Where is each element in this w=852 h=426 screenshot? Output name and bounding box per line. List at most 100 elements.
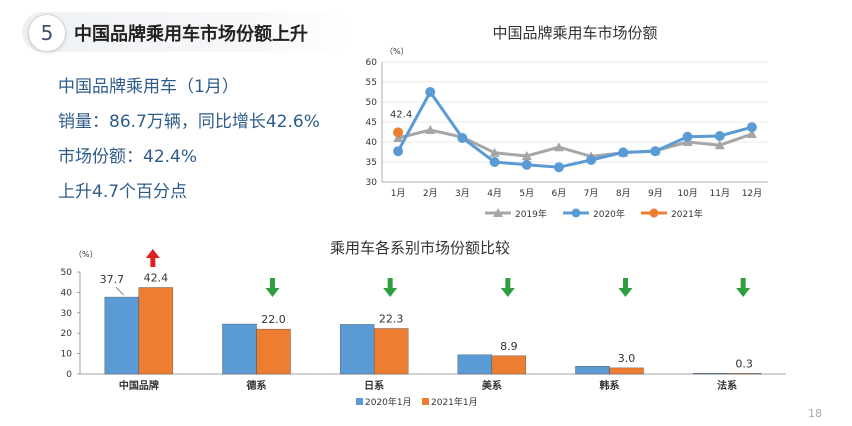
line-chart-ytick: 40 [366,138,378,148]
title-bar [22,12,352,52]
page-number: 18 [808,407,822,420]
line-point-2020年 [586,155,597,165]
bar-legend-swatch [422,398,429,405]
bar-chart-title: 乘用车各系别市场份额比较 [330,239,510,257]
bar-data-label: 37.7 [100,273,125,286]
slide-number: 5 [40,21,54,45]
info-line-sales: 销量：86.7万辆，同比增长42.6% [58,112,320,132]
down-arrow-icon [618,288,633,297]
bar-chart-xtick: 中国品牌 [119,379,159,392]
down-arrow-icon-stem [387,278,393,290]
bar-data-label: 22.3 [379,313,404,326]
down-arrow-icon-stem [623,278,628,290]
bar-2021年1月-美系 [491,355,527,375]
line-series-2020年 [396,89,753,169]
bar-data-label: 0.3 [735,357,753,370]
bar-chart-ytick: 0 [66,370,72,380]
line-series-2019年 [397,128,753,158]
up-arrow-icon [145,249,160,258]
bar-chart-ytick: 30 [61,309,73,319]
down-arrow-icon [265,288,280,297]
info-line-brand: 中国品牌乘用车（1月） [58,77,239,97]
line-point-2019年 [425,125,436,134]
line-point-2019年 [457,132,468,142]
line-chart-xtick: 2月 [423,188,438,199]
bar-chart-xtick: 韩系 [600,379,620,392]
line-point-2019年 [586,151,597,161]
bar-data-label-leader [115,286,125,296]
line-point-2019年 [553,142,564,152]
line-chart-ytick: 30 [366,178,378,188]
line-chart-xtick: 12月 [742,188,762,199]
line-point-2020年 [457,133,468,143]
line-chart-ytick: 60 [366,58,378,68]
line-chart-ytick: 50 [366,98,378,108]
bar-chart-ylabel: （%） [74,250,98,259]
bar-chart-xtick: 美系 [482,379,502,392]
legend-marker-2019年 [493,208,503,217]
bar-2020年1月-法系 [692,372,728,375]
line-point-2019年 [618,147,629,157]
bar-2021年1月-法系 [726,373,762,375]
up-arrow-icon-stem [150,257,156,267]
line-chart-xtick: 10月 [677,188,697,199]
line-chart-xtick: 8月 [616,188,631,199]
line-chart-xtick: 11月 [710,188,730,199]
bar-2021年1月-韩系 [609,367,644,375]
line-point-2019年 [521,151,532,160]
line-point-2019年 [650,145,661,155]
bar-chart-ytick: 10 [61,350,73,360]
bar-data-label: 3.0 [618,352,636,365]
line-point-2020年 [618,147,629,158]
bar-chart-ytick: 50 [61,268,73,278]
line-point-2019年 [714,140,725,150]
bar-chart-ytick: 20 [61,329,73,339]
bar-data-label: 8.9 [500,340,518,353]
down-arrow-icon [383,288,398,297]
line-chart-ytick: 45 [366,118,377,128]
line-point-2020年 [553,162,564,173]
line-point-2020年 [425,87,436,97]
bar-chart-xtick: 德系 [246,379,267,392]
line-point-2019年 [393,133,404,142]
line-point-2020年 [393,146,404,157]
legend-marker-2020年 [571,208,581,218]
bar-legend-label: 2020年1月 [365,396,412,408]
bar-chart-xtick: 法系 [717,379,737,392]
line-point-2020年 [682,131,693,142]
bar-2020年1月-德系 [222,323,257,375]
line-point-2019年 [682,137,693,146]
line-chart-ytick: 35 [366,158,377,168]
bar-data-label: 22.0 [261,313,286,326]
line-point-2021年 [393,127,404,138]
bar-2021年1月-德系 [256,328,291,375]
slide-number-badge: 5 [28,14,66,52]
bar-2021年1月-中国品牌 [138,287,174,375]
bar-data-label: 42.4 [144,272,169,285]
line-point-2019年 [489,147,500,157]
info-line-increase: 上升4.7个百分点 [58,182,188,202]
legend-label-2020年: 2020年 [593,208,625,220]
bar-chart-xtick: 日系 [364,379,384,392]
bar-legend-label: 2021年1月 [431,396,478,408]
legend-marker-2021年 [649,208,659,218]
line-point-2020年 [650,146,661,157]
line-chart-xtick: 9月 [648,188,663,199]
line-chart-xtick: 3月 [455,188,470,199]
bar-2020年1月-韩系 [575,366,610,375]
down-arrow-icon [500,288,515,297]
bar-2020年1月-日系 [339,324,375,375]
down-arrow-icon-stem [270,278,275,290]
line-point-2020年 [489,157,500,167]
line-chart-xtick: 6月 [552,188,567,199]
line-point-2020年 [746,122,757,133]
line-chart-ytick: 55 [366,78,377,88]
line-chart-xtick: 5月 [519,188,534,199]
legend-label-2021年: 2021年 [671,208,703,220]
bar-2020年1月-美系 [457,354,493,375]
line-chart-xtick: 1月 [391,188,406,199]
line-point-2019年 [746,129,757,138]
bar-chart-ytick: 40 [61,288,73,298]
line-point-2020年 [521,159,532,170]
